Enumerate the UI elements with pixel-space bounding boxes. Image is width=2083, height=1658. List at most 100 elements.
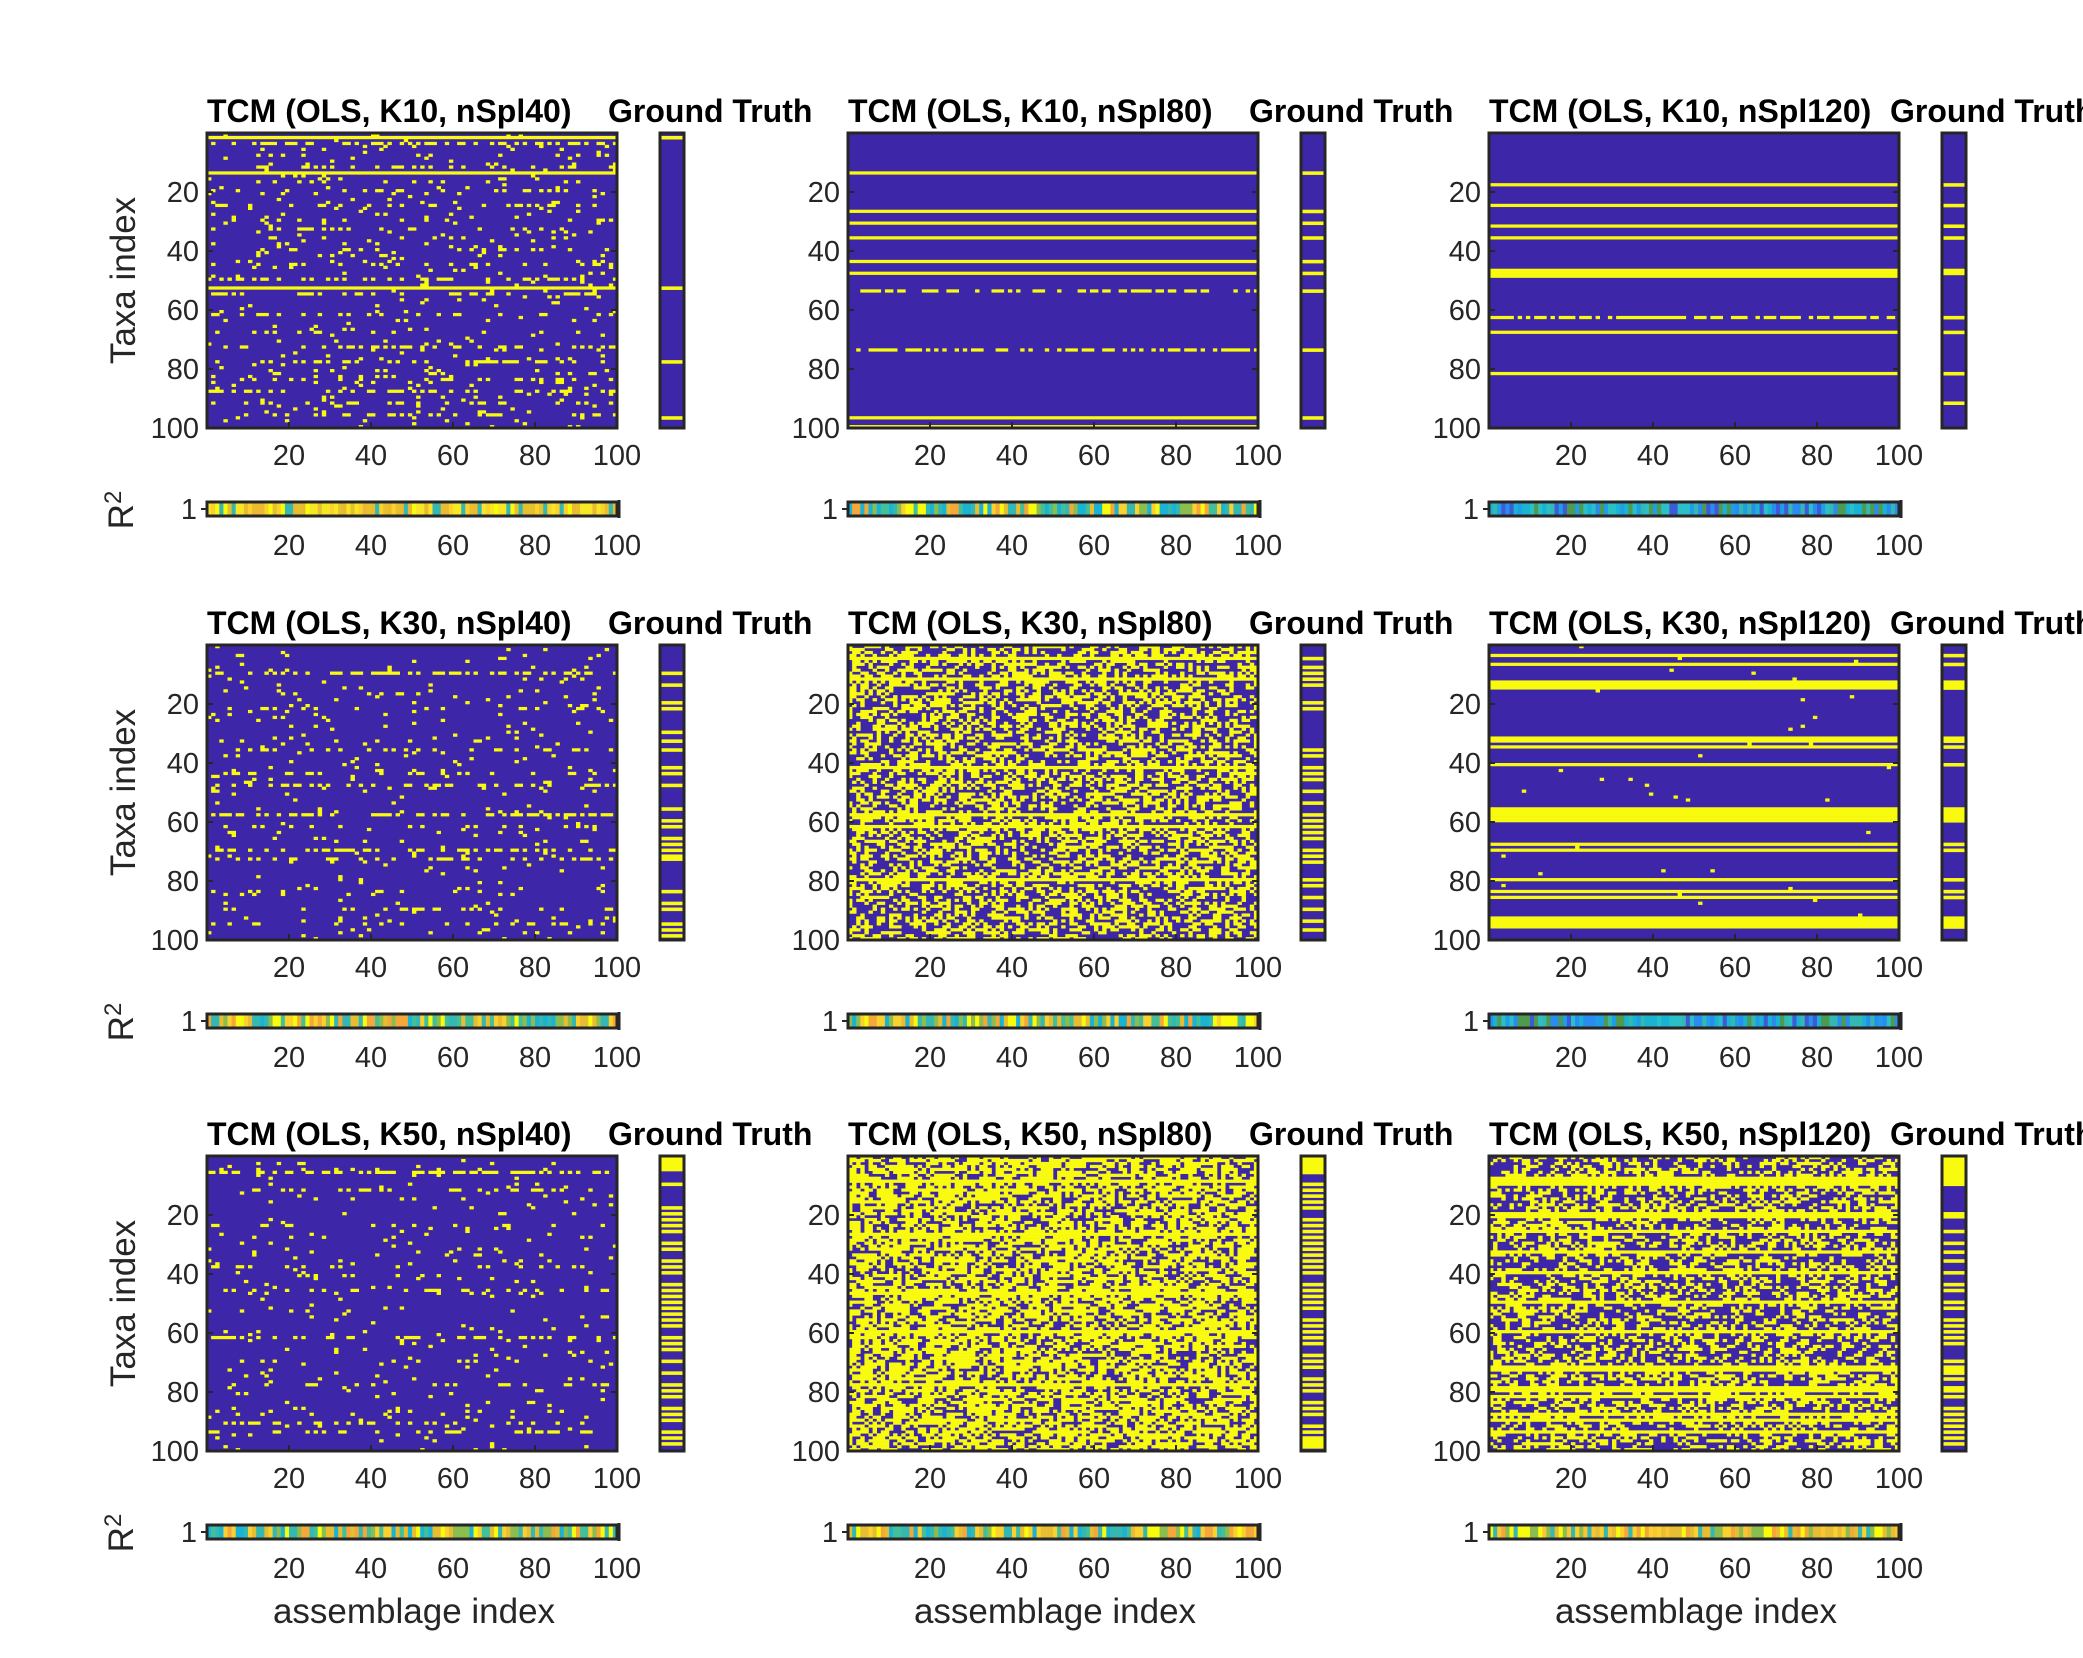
x-tick-label: 80 — [1160, 952, 1192, 984]
present-cell — [547, 277, 560, 281]
present-cell — [1192, 904, 1197, 908]
r2-cell — [1147, 502, 1152, 516]
present-cell — [371, 133, 380, 137]
present-cell — [215, 783, 220, 787]
present-cell — [934, 695, 939, 699]
present-cell — [979, 686, 992, 690]
present-cell — [971, 904, 976, 908]
present-cell — [1073, 733, 1078, 737]
present-cell — [330, 369, 335, 373]
present-cell — [1163, 686, 1169, 690]
r2-cell — [526, 1014, 532, 1028]
present-cell — [872, 801, 882, 805]
present-cell — [942, 801, 947, 805]
present-cell — [1208, 777, 1218, 781]
present-cell — [856, 845, 861, 849]
r2-cell — [584, 1014, 589, 1028]
present-cell — [1225, 833, 1230, 838]
present-cell — [371, 813, 392, 817]
present-cell — [946, 816, 951, 820]
present-cell — [1167, 792, 1177, 796]
present-cell — [999, 892, 1005, 897]
present-cell — [1122, 845, 1128, 849]
present-cell — [1192, 922, 1201, 926]
present-cell — [1122, 680, 1128, 684]
present-cell — [309, 1288, 314, 1292]
present-cell — [1036, 789, 1046, 793]
r2-cell — [215, 1014, 220, 1028]
present-cell — [999, 833, 1005, 838]
present-cell — [338, 748, 343, 752]
r2-cell — [1710, 1014, 1715, 1028]
present-cell — [412, 1170, 425, 1174]
present-cell — [946, 916, 955, 920]
present-cell — [522, 422, 528, 426]
present-cell — [1233, 724, 1251, 728]
present-cell — [1106, 872, 1115, 876]
r2-cell — [436, 1014, 442, 1028]
present-cell — [543, 289, 548, 293]
present-cell — [1192, 724, 1205, 728]
present-cell — [1184, 804, 1189, 808]
present-cell — [1233, 919, 1238, 923]
present-cell — [946, 869, 955, 873]
present-cell — [884, 777, 890, 781]
present-cell — [489, 1161, 495, 1166]
present-cell — [1118, 718, 1123, 722]
present-cell — [362, 259, 368, 264]
present-cell — [608, 165, 618, 169]
present-cell — [576, 209, 581, 213]
r2-cell — [889, 1014, 894, 1028]
present-cell — [1159, 830, 1164, 835]
present-cell — [1024, 842, 1029, 846]
present-cell — [338, 345, 343, 349]
r2-cell — [1812, 1014, 1818, 1028]
r2-cell — [1607, 502, 1613, 516]
present-cell — [1085, 668, 1091, 672]
present-cell — [995, 659, 1009, 663]
present-cell — [338, 875, 343, 879]
present-cell — [305, 771, 314, 776]
present-cell — [563, 671, 573, 675]
present-cell — [950, 866, 959, 870]
r2-cell — [1171, 1014, 1177, 1028]
present-cell — [1040, 760, 1046, 764]
present-cell — [1061, 875, 1078, 879]
present-cell — [1176, 798, 1181, 802]
present-cell — [1135, 869, 1140, 873]
present-cell — [547, 141, 552, 146]
present-cell — [1217, 665, 1230, 669]
r2-cell — [1858, 1014, 1863, 1028]
ground-truth-cell — [660, 848, 684, 853]
present-cell — [1016, 892, 1025, 897]
present-cell — [1143, 851, 1148, 855]
present-cell — [901, 662, 906, 666]
present-cell — [375, 212, 380, 216]
present-cell — [1192, 683, 1201, 687]
present-cell — [399, 218, 405, 222]
present-cell — [1053, 819, 1058, 823]
r2-cell — [1853, 502, 1859, 516]
present-cell — [1057, 739, 1062, 743]
present-cell — [1003, 919, 1009, 923]
present-cell — [897, 721, 902, 725]
present-cell — [962, 668, 968, 672]
present-cell — [1180, 683, 1189, 687]
present-cell — [227, 277, 232, 281]
present-cell — [391, 345, 396, 349]
present-cell — [399, 1229, 405, 1233]
present-cell — [962, 866, 968, 870]
present-cell — [913, 919, 923, 923]
ground-truth-cell — [660, 842, 684, 847]
present-cell — [260, 248, 265, 252]
present-cell — [1217, 754, 1242, 758]
present-cell — [260, 360, 265, 364]
present-cell — [1167, 348, 1181, 352]
present-cell — [325, 748, 331, 752]
present-cell — [848, 886, 865, 891]
r2-x-tick-label: 20 — [914, 530, 946, 562]
present-cell — [424, 327, 429, 331]
present-cell — [1245, 763, 1255, 767]
present-cell — [1102, 659, 1107, 663]
present-cell — [876, 889, 882, 894]
